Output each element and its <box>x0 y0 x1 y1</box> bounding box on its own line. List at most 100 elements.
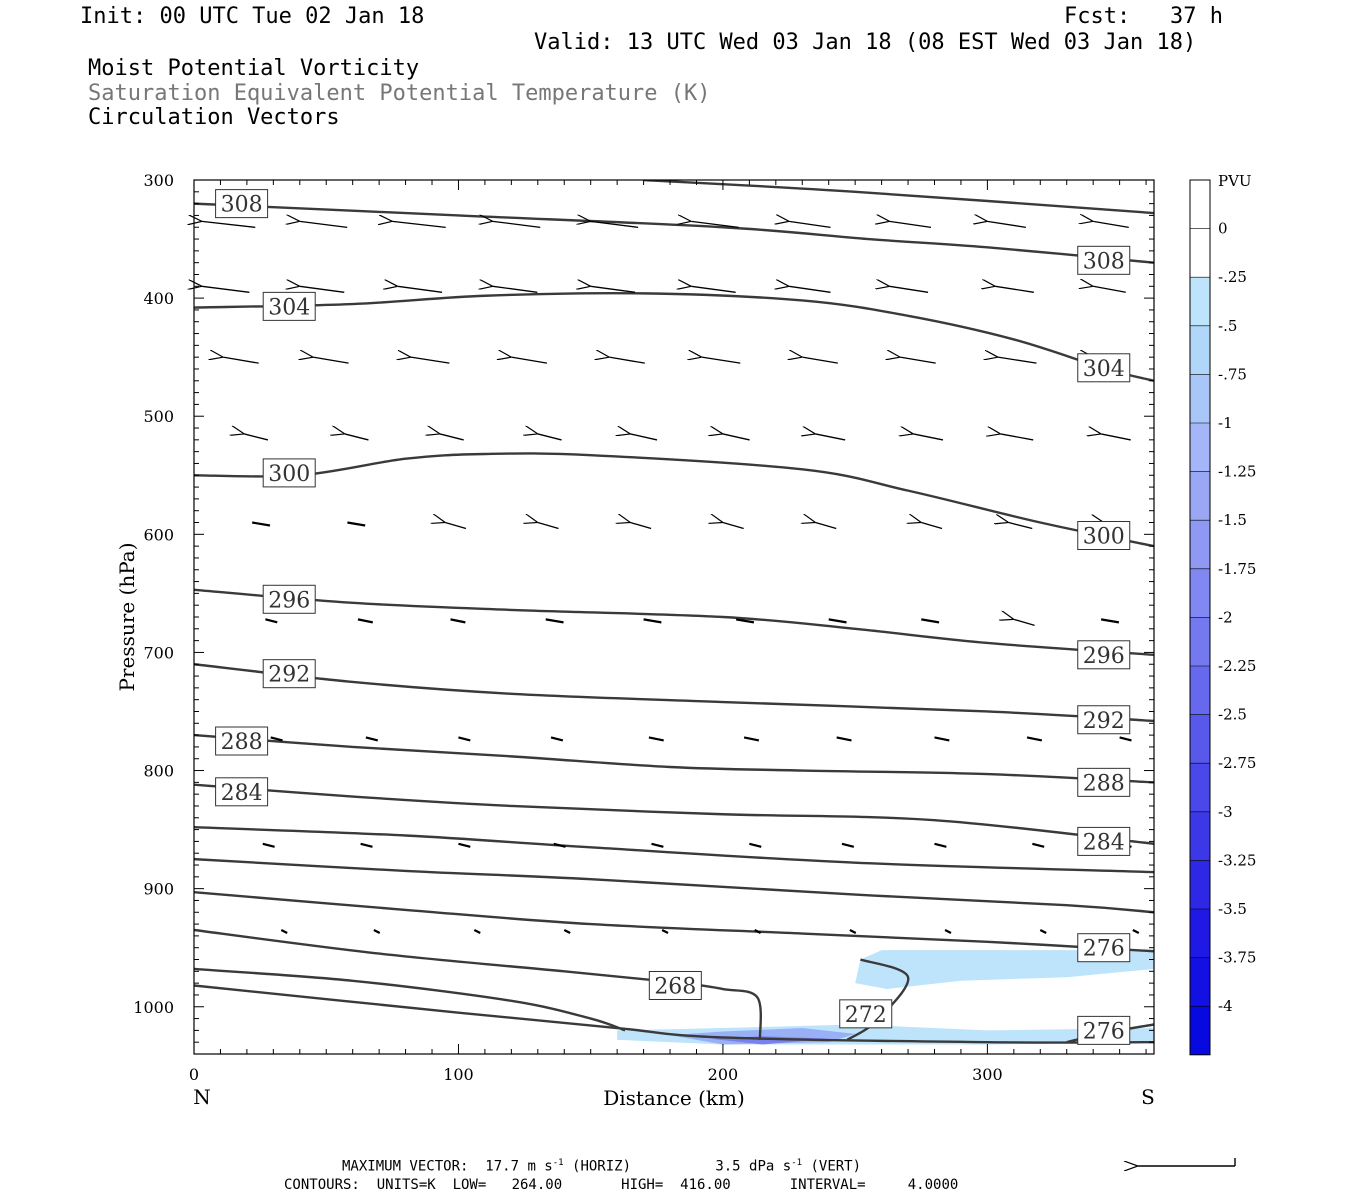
max-vector-label: MAXIMUM VECTOR: <box>342 1158 469 1175</box>
contour-label-text: 284 <box>221 781 263 806</box>
circulation-vector <box>890 221 932 228</box>
colorbar-unit: PVU <box>1218 172 1252 190</box>
circulation-vector <box>1001 434 1034 441</box>
circulation-vector <box>849 929 857 934</box>
circulation-vector <box>802 357 838 364</box>
x-tick-label: 200 <box>708 1065 739 1084</box>
circulation-vector <box>473 929 481 934</box>
contour-label-308: 308 <box>215 189 269 219</box>
colorbar-swatch <box>1190 666 1210 715</box>
horiz-exponent: -1 <box>552 1158 564 1168</box>
x-tick-label: 100 <box>443 1065 474 1084</box>
contour-label-276: 276 <box>1077 1015 1131 1045</box>
y-axis-label: Pressure (hPa) <box>115 543 139 692</box>
contour-label-292: 292 <box>262 659 316 689</box>
colorbar-swatch <box>1190 860 1210 909</box>
y-tick-label: 500 <box>143 407 174 426</box>
vert-exponent: -1 <box>791 1158 803 1168</box>
circulation-vector <box>511 357 548 364</box>
y-tick-label: 1000 <box>133 998 174 1017</box>
contour-label-box <box>1077 353 1131 383</box>
contour-label-284: 284 <box>215 777 269 807</box>
theta-contour-278 <box>194 857 1154 914</box>
circulation-vector <box>1132 929 1140 934</box>
contour-label-box <box>1077 933 1131 963</box>
horiz-tag: (HORIZ) <box>572 1158 632 1175</box>
contour-label-text: 292 <box>1083 709 1125 734</box>
contour-label-text: 292 <box>268 663 310 688</box>
circulation-vector <box>723 523 744 530</box>
circulation-vector <box>265 618 278 624</box>
theta-contour-274 <box>194 928 762 1040</box>
max-vector-vert: 3.5 dPa s <box>715 1158 792 1175</box>
colorbar-label: -2.75 <box>1218 754 1256 772</box>
circulation-vector <box>934 736 950 742</box>
circulation-vector <box>223 357 259 364</box>
circulation-vector <box>815 434 846 441</box>
contour-label-272: 272 <box>839 999 893 1029</box>
theta-contour-300 <box>194 452 1154 548</box>
circulation-vector <box>553 842 566 848</box>
circulation-vector <box>743 736 760 742</box>
y-tick-label: 400 <box>143 289 174 308</box>
contour-info: CONTOURS: UNITS=K LOW= 264.00 HIGH= 416.… <box>284 1177 959 1193</box>
contour-label-text: 276 <box>1083 937 1125 962</box>
circulation-vector <box>1032 842 1045 848</box>
circulation-vector <box>1119 736 1132 742</box>
circulation-vector <box>921 618 940 624</box>
contour-label-text: 276 <box>1083 1019 1125 1044</box>
circulation-vector <box>313 357 349 364</box>
circulation-vector <box>563 929 571 934</box>
circulation-vector <box>841 842 855 848</box>
colorbar-swatch <box>1190 811 1210 861</box>
contour-label-box <box>1077 767 1131 797</box>
circulation-vector <box>648 736 664 742</box>
circulation-vector <box>550 736 564 742</box>
contour-label-box <box>262 584 316 614</box>
colorbar-swatch <box>1190 228 1210 278</box>
circulation-vector <box>691 221 739 228</box>
colorbar-swatch <box>1190 180 1210 229</box>
circulation-vector <box>360 842 373 848</box>
contour-label-text: 288 <box>1083 771 1125 796</box>
circulation-vector <box>651 842 664 848</box>
colorbar-swatch <box>1190 763 1210 812</box>
circulation-vector <box>995 286 1034 293</box>
contour-label-text: 296 <box>1083 644 1125 669</box>
circulation-vector <box>270 736 283 742</box>
contour-label-284: 284 <box>1077 826 1131 856</box>
theta-contour-266 <box>194 984 1154 1044</box>
theta-contour-296 <box>194 588 1154 656</box>
colorbar-swatch <box>1190 909 1210 958</box>
circulation-vector <box>987 221 1027 228</box>
colorbar-label: -2.25 <box>1218 657 1256 675</box>
x-end-right: S <box>1141 1085 1155 1109</box>
theta-contour-304 <box>194 291 1154 382</box>
circulation-vector <box>754 929 762 934</box>
colorbar-swatch <box>1190 617 1210 666</box>
circulation-vector <box>538 434 562 441</box>
circulation-vector <box>913 434 944 441</box>
vert-tag: (VERT) <box>810 1158 862 1175</box>
colorbar-label: -3.25 <box>1218 851 1256 869</box>
contour-label-text: 296 <box>268 588 310 613</box>
contour-label-box <box>1077 521 1131 551</box>
circulation-vector <box>1093 286 1126 293</box>
contour-label-text: 304 <box>268 295 310 320</box>
y-tick-label: 800 <box>143 762 174 781</box>
x-end-left: N <box>193 1085 211 1109</box>
circulation-vector <box>280 929 288 934</box>
contour-label-box <box>262 659 316 689</box>
contour-label-288: 288 <box>1077 767 1131 797</box>
theta-contour-308 <box>194 202 1154 264</box>
circulation-vector <box>789 286 831 293</box>
colorbar-label: -4 <box>1218 997 1233 1015</box>
contour-label-304: 304 <box>1077 353 1131 383</box>
contour-label-text: 304 <box>1083 357 1125 382</box>
contour-label-box <box>648 970 702 1000</box>
theta-contour-312 <box>643 180 1154 215</box>
theta-contour-280 <box>194 826 1154 874</box>
colorbar-swatch <box>1190 714 1210 764</box>
circulation-vector <box>398 286 443 293</box>
circulation-vector <box>836 736 852 742</box>
